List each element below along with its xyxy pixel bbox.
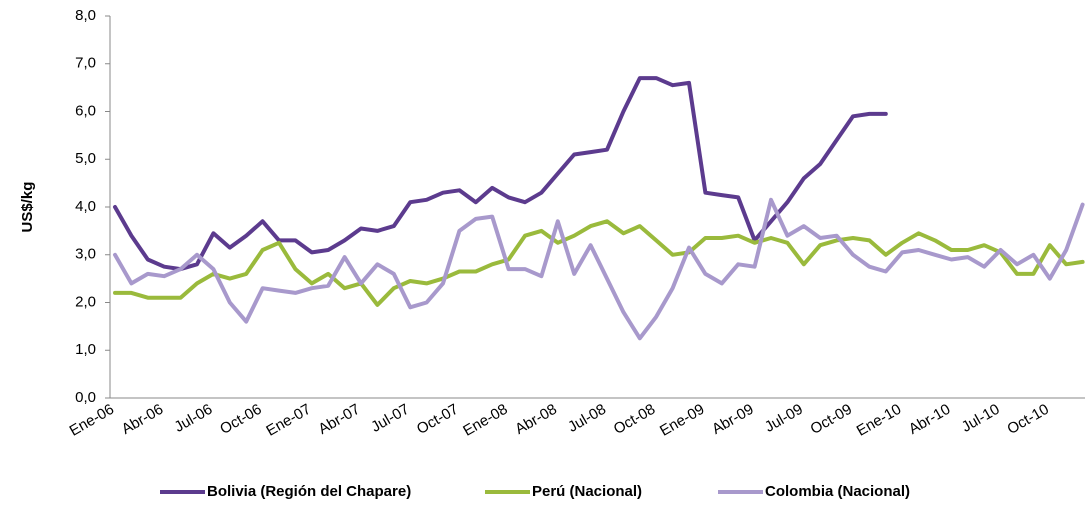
y-tick-label: 8,0 (75, 7, 96, 24)
x-tick-label: Ene-09 (657, 401, 707, 440)
x-tick-label: Ene-07 (263, 401, 313, 440)
x-tick-label: Abr-06 (119, 401, 166, 438)
x-tick-label: Abr-08 (512, 401, 559, 438)
y-tick-label: 5,0 (75, 150, 96, 167)
x-tick-label: Oct-08 (611, 401, 658, 438)
x-tick-label: Jul-06 (172, 401, 216, 436)
legend-label: Bolivia (Región del Chapare) (207, 483, 411, 500)
x-tick-label: Abr-09 (709, 401, 756, 438)
x-tick-label: Jul-08 (565, 401, 609, 436)
x-tick-label: Oct-07 (414, 401, 461, 438)
series-line (113, 76, 888, 272)
x-tick-label: Jul-09 (762, 401, 806, 436)
x-tick-label: Jul-10 (959, 401, 1003, 436)
y-tick-label: 1,0 (75, 341, 96, 358)
x-tick-label: Ene-10 (854, 401, 904, 440)
series-line (113, 219, 1085, 307)
y-tick-label: 4,0 (75, 198, 96, 215)
legend-label: Colombia (Nacional) (765, 483, 910, 500)
x-tick-label: Oct-06 (217, 401, 264, 438)
x-tick-label: Abr-07 (316, 401, 363, 438)
x-tick-label: Abr-10 (906, 401, 953, 438)
y-tick-label: 7,0 (75, 55, 96, 72)
x-tick-label: Ene-06 (67, 401, 117, 440)
series-line (113, 197, 1085, 341)
x-tick-label: Jul-07 (368, 401, 412, 436)
y-tick-label: 0,0 (75, 389, 96, 406)
y-tick-label: 2,0 (75, 293, 96, 310)
y-tick-label: 3,0 (75, 246, 96, 263)
legend-label: Perú (Nacional) (532, 483, 642, 500)
x-tick-label: Oct-10 (1004, 401, 1051, 438)
y-axis-label: US$/kg (19, 182, 36, 233)
y-tick-label: 6,0 (75, 102, 96, 119)
x-tick-label: Ene-08 (460, 401, 510, 440)
x-tick-label: Oct-09 (808, 401, 855, 438)
